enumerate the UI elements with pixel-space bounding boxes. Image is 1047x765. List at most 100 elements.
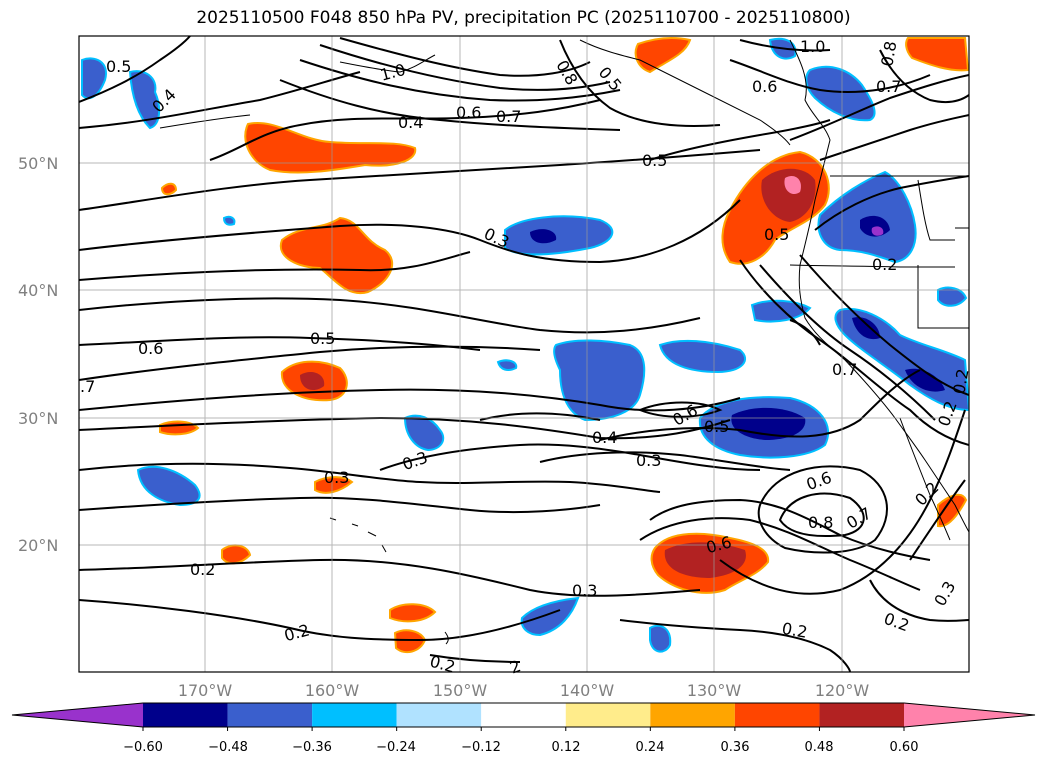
pv-contour: [319, 44, 611, 91]
pv-contour: [759, 264, 936, 421]
colorbar-tick-label: 0.24: [636, 740, 665, 755]
pv-contours: [79, 36, 969, 672]
border: [917, 179, 955, 241]
precip-patch: [403, 414, 445, 452]
pv-contour: [79, 36, 191, 103]
pv-contour: [79, 149, 761, 211]
colorbar-segment: [227, 703, 313, 727]
precip-patch: [784, 175, 801, 195]
pv-contour: [639, 517, 921, 591]
precip-patch: [750, 299, 812, 323]
pv-contour: [814, 175, 969, 231]
precip-patch: [314, 476, 354, 494]
precip-patch: [81, 57, 107, 100]
precip-patch: [300, 372, 325, 391]
colorbar: [11, 702, 1036, 731]
pv-contour: [209, 99, 601, 161]
precip-patch: [221, 544, 252, 565]
island: [444, 631, 449, 645]
precip-patch: [530, 229, 557, 244]
pv-contour: [637, 401, 723, 418]
pv-contour: [739, 39, 831, 52]
contour-label: 0.5: [106, 57, 131, 76]
lon-label: 120°W: [815, 681, 870, 700]
precip-patch: [871, 226, 884, 236]
colorbar-tick-label: −0.48: [208, 740, 248, 755]
precip-patch: [222, 215, 236, 226]
lat-label: 50°N: [18, 154, 58, 173]
precip-patch: [389, 603, 437, 623]
colorbar-segment: [734, 703, 820, 727]
colorbar-segment: [650, 703, 735, 727]
contour-label: 0.6: [752, 77, 777, 96]
colorbar-tick-label: 0.36: [721, 740, 750, 755]
colorbar-segment: [819, 703, 904, 727]
colorbar-extend-low: [12, 703, 143, 727]
pv-contour: [299, 59, 621, 102]
lat-label: 20°N: [18, 536, 58, 555]
contour-label: 0.4: [592, 428, 617, 447]
border: [917, 265, 969, 329]
pv-contour: [789, 319, 821, 346]
contour-label: 0.3: [572, 581, 597, 600]
map-title: 2025110500 F048 850 hPa PV, precipitatio…: [196, 8, 851, 28]
contour-label: 0.8: [808, 513, 833, 532]
precip-patch: [905, 368, 945, 392]
contour-label: .7: [80, 377, 95, 396]
contour-label: 0.8: [877, 40, 900, 68]
colorbar-segment: [143, 703, 228, 727]
precip-patch: [520, 596, 580, 637]
pv-contour: [739, 259, 969, 446]
contour-label: 0.2: [190, 560, 215, 579]
pv-contour: [819, 114, 969, 161]
pv-contour: [599, 369, 921, 441]
pv-contour: [79, 199, 741, 264]
pv-contour: [719, 409, 966, 595]
contour-label: 0.2: [780, 619, 808, 642]
precip-patch: [244, 121, 417, 174]
contour-label: 1.0: [800, 37, 825, 56]
coastline: [339, 54, 436, 73]
precip-patch: [905, 37, 969, 72]
contour-label: 0.5: [764, 225, 789, 244]
contour-label: 0.3: [636, 451, 661, 470]
precip-patch: [658, 339, 746, 374]
colorbar-segment: [396, 703, 482, 727]
precip-patch: [160, 182, 178, 196]
precip-patch: [504, 215, 614, 256]
island: [351, 523, 359, 527]
precip-patch: [664, 542, 746, 578]
contour-label: 0.5: [310, 329, 335, 348]
colorbar-segment: [481, 703, 566, 727]
island: [329, 517, 337, 521]
colorbar-tick-label: 0.12: [552, 740, 581, 755]
pv-contour: [619, 619, 851, 672]
precip-patch: [553, 339, 646, 422]
contour-label: 0.2: [949, 367, 972, 395]
colorbar-tick-label: −0.12: [461, 740, 501, 755]
pv-contour: [559, 39, 721, 127]
pv-contour: [279, 79, 621, 131]
lon-label: 140°W: [560, 681, 615, 700]
plot-frame: [78, 35, 970, 673]
colorbar-tick-label: 0.60: [890, 740, 919, 755]
pv-contour: [778, 492, 865, 538]
precip-patch: [852, 317, 880, 340]
pv-contour: [79, 599, 561, 642]
pv-contour: [79, 496, 601, 514]
coastline: [579, 39, 791, 146]
contour-label: 0.5: [642, 151, 667, 170]
coastline: [899, 417, 951, 541]
colorbar-tick-label: −0.24: [376, 740, 416, 755]
pv-contour: [79, 297, 701, 334]
contour-label: 0.7: [832, 360, 857, 379]
pv-contour: [869, 579, 969, 622]
pv-contour: [799, 254, 969, 396]
gridlines: [79, 36, 969, 672]
coastlines: [159, 39, 969, 645]
precip-patch: [496, 359, 518, 371]
contour-label: 0.6: [456, 103, 481, 122]
pv-contour: [79, 462, 661, 493]
pv-contour: [79, 345, 541, 381]
pv-contour: [649, 119, 831, 161]
